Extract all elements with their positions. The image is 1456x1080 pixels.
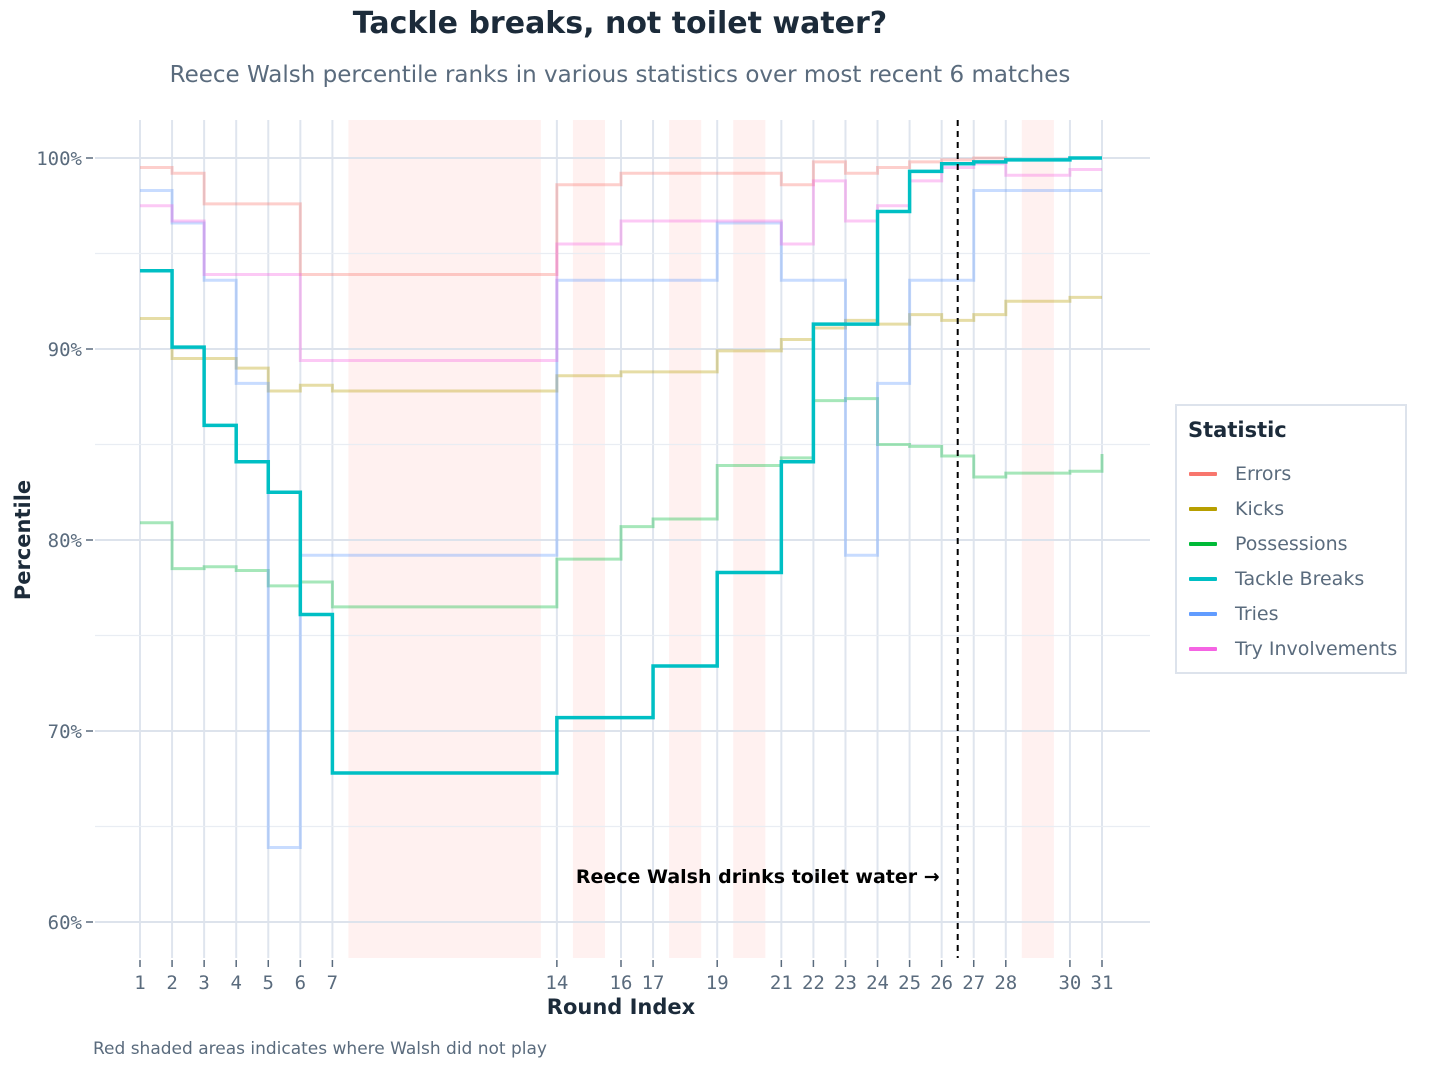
series-lines [140, 156, 1104, 850]
legend-label-possessions: Possessions [1235, 533, 1348, 555]
x-tick-label-30: 30 [1058, 972, 1081, 994]
y-axis-label: Percentile [11, 480, 35, 600]
y-tick-label-70: 70% [48, 721, 83, 743]
series-line-kicks [140, 295, 1102, 393]
legend-item-kicks: Kicks [1189, 494, 1284, 524]
x-tick-labels: 1 2 3 4 5 6 7 14 16 17 19 21 22 23 24 25 26 27 28 30 31 [134, 960, 1113, 994]
x-tick-label-27: 27 [962, 972, 985, 994]
legend-swatch-tries [1189, 612, 1217, 616]
legend-item-possessions: Possessions [1189, 529, 1348, 559]
legend-label-tackle-breaks: Tackle Breaks [1235, 568, 1365, 590]
x-tick-label-14: 14 [545, 972, 568, 994]
y-tick-label-90: 90% [48, 339, 83, 361]
series-line-tries [140, 188, 1102, 850]
legend-label-try-involvements: Try Involvements [1235, 638, 1398, 660]
x-tick-label-31: 31 [1091, 972, 1114, 994]
x-tick-label-6: 6 [295, 972, 306, 994]
x-tick-label-2: 2 [166, 972, 177, 994]
grid-lines [95, 120, 1150, 958]
legend-item-errors: Errors [1189, 459, 1291, 489]
legend-swatch-possessions [1189, 542, 1217, 546]
y-tick-labels: 60% 70% 80% 90% 100% [36, 148, 93, 934]
x-axis-label: Round Index [547, 995, 696, 1019]
legend-label-errors: Errors [1235, 463, 1292, 485]
x-tick-label-4: 4 [230, 972, 241, 994]
x-tick-label-24: 24 [866, 972, 889, 994]
legend-swatch-tackle-breaks [1189, 577, 1217, 581]
annotation-layer: Reece Walsh drinks toilet water → [576, 120, 959, 958]
legend-label-kicks: Kicks [1235, 498, 1285, 520]
x-tick-label-23: 23 [834, 972, 857, 994]
x-tick-label-22: 22 [802, 972, 825, 994]
x-tick-label-1: 1 [134, 972, 145, 994]
series-line-try-involvements [140, 162, 1102, 362]
legend-label-tries: Tries [1235, 603, 1279, 625]
chart-caption: Red shaded areas indicates where Walsh d… [93, 1039, 547, 1059]
x-tick-label-7: 7 [327, 972, 338, 994]
legend: Statistic Errors Kicks Possessions Tackle B… [1175, 404, 1407, 674]
x-tick-label-16: 16 [610, 972, 633, 994]
chart-title: Tackle breaks, not toilet water? [352, 6, 888, 41]
legend-swatch-errors [1189, 472, 1217, 476]
x-tick-label-26: 26 [930, 972, 953, 994]
y-tick-label-60: 60% [48, 912, 83, 934]
legend-swatch-kicks [1189, 507, 1217, 511]
x-tick-label-25: 25 [898, 972, 921, 994]
x-tick-label-3: 3 [198, 972, 209, 994]
x-tick-label-17: 17 [642, 972, 665, 994]
annotation-text: Reece Walsh drinks toilet water → [576, 866, 940, 888]
legend-swatch-try-involvements [1189, 647, 1217, 651]
y-tick-label-80: 80% [48, 530, 83, 552]
legend-item-tackle-breaks: Tackle Breaks [1189, 564, 1364, 594]
x-tick-label-19: 19 [706, 972, 729, 994]
legend-item-tries: Tries [1189, 599, 1279, 629]
legend-item-try-involvements: Try Involvements [1189, 634, 1397, 664]
legend-title: Statistic [1188, 418, 1287, 442]
x-tick-label-21: 21 [770, 972, 793, 994]
chart-subtitle: Reece Walsh percentile ranks in various … [169, 62, 1071, 88]
series-line-tackle-breaks [140, 156, 1102, 775]
y-tick-label-100: 100% [36, 148, 82, 170]
series-line-errors [140, 156, 1102, 277]
series-line-possessions [140, 397, 1104, 609]
x-tick-label-5: 5 [263, 972, 274, 994]
x-tick-label-28: 28 [994, 972, 1017, 994]
